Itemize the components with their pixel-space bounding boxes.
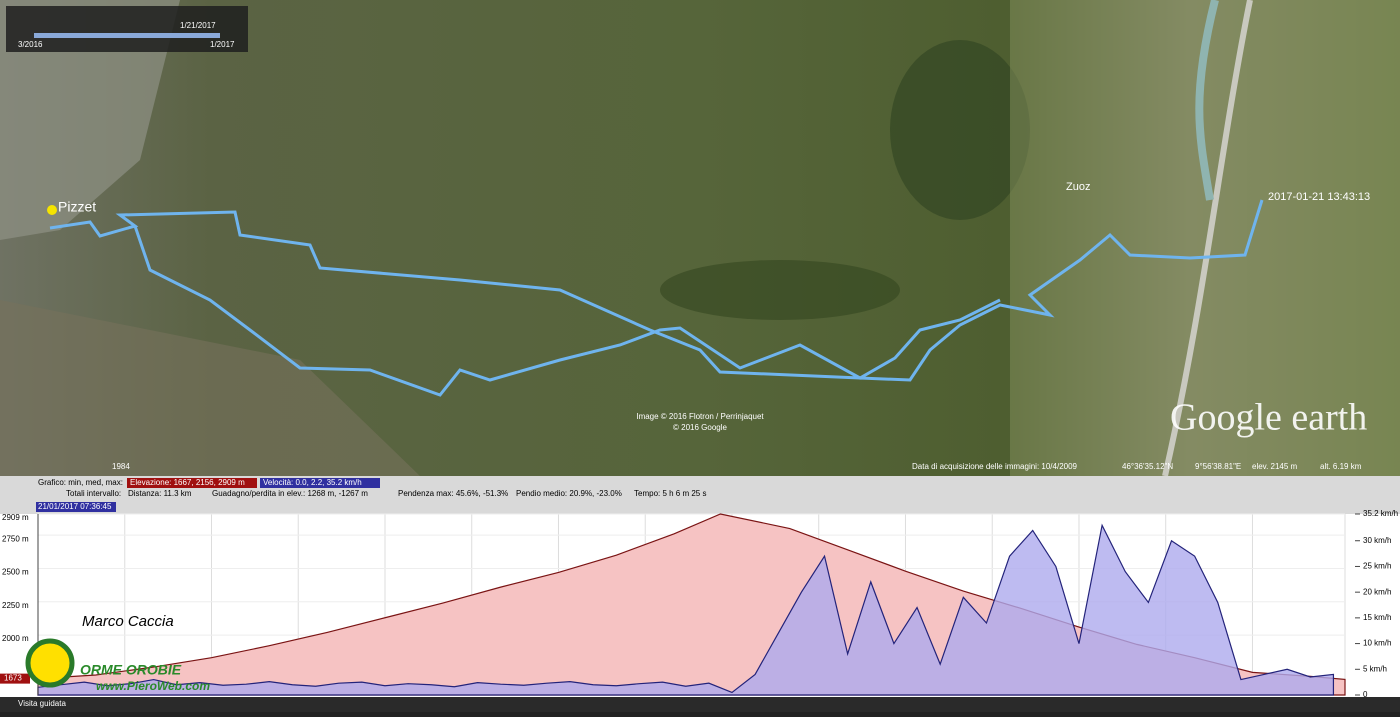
speed-badge xyxy=(260,478,380,488)
gain-loss: Guadagno/perdita in elev.: 1268 m, -1267… xyxy=(212,489,368,498)
slider-start: 3/2016 xyxy=(18,40,43,49)
totals-label: Totali intervallo: xyxy=(66,489,121,498)
slider-track[interactable] xyxy=(34,33,220,38)
elevation-badge xyxy=(127,478,257,488)
river xyxy=(1195,0,1219,201)
historical-year: 1984 xyxy=(112,462,130,471)
footer xyxy=(0,697,1400,712)
y2-tick-label: 15 km/h xyxy=(1363,613,1391,622)
y2-tick-label: 10 km/h xyxy=(1363,639,1391,648)
latitude: 46°36'35.12"N xyxy=(1122,462,1173,471)
rock-area xyxy=(0,0,180,240)
y2-tick-label: 30 km/h xyxy=(1363,536,1391,545)
slope-avg: Pendio medio: 20.9%, -23.0% xyxy=(516,489,622,498)
distance: Distanza: 11.3 km xyxy=(128,489,192,498)
tour-button[interactable]: Visita guidata xyxy=(18,699,66,708)
brand: ORME OROBIE xyxy=(80,662,182,678)
time-slider[interactable]: 1/21/2017 3/2016 1/2017 xyxy=(6,6,248,52)
longitude: 9°56'38.81"E xyxy=(1195,462,1241,471)
author: Marco Caccia xyxy=(82,613,174,630)
y2-tick-label: 25 km/h xyxy=(1363,562,1391,571)
forest xyxy=(660,260,900,320)
y2-tick-label: 5 km/h xyxy=(1363,664,1387,673)
y-tick-label: 2250 m xyxy=(2,601,29,610)
y-tick-label: 2000 m xyxy=(2,634,29,643)
profile-series xyxy=(37,523,1335,696)
road xyxy=(1162,0,1253,477)
slope-max: Pendenza max: 45.6%, -51.3% xyxy=(398,489,508,498)
town-label: Zuoz xyxy=(1066,181,1090,193)
eye-altitude: alt. 6.19 km xyxy=(1320,462,1362,471)
google-earth-logo: Google earth xyxy=(1170,397,1367,439)
y2-tick-label: 20 km/h xyxy=(1363,587,1391,596)
image-credit: Image © 2016 Flotron / Perrinjaquet xyxy=(636,412,764,421)
rock-area xyxy=(0,300,420,476)
y-tick-label: 2909 m xyxy=(2,513,29,522)
timestamp: 21/01/2017 07:36:45 xyxy=(38,502,112,511)
slider-date: 1/21/2017 xyxy=(180,21,216,30)
valley xyxy=(1010,0,1400,476)
y-tick-label: 2750 m xyxy=(2,534,29,543)
elevation: elev. 2145 m xyxy=(1252,462,1298,471)
site: www.PieroWeb.com xyxy=(96,679,210,693)
speed-summary: Velocità: 0.0, 2.2, 35.2 km/h xyxy=(263,478,362,487)
forest xyxy=(890,40,1030,220)
cursor-label: 1673 xyxy=(4,674,22,683)
track-time: 2017-01-21 13:43:13 xyxy=(1268,191,1370,203)
y-tick-label: 2500 m xyxy=(2,568,29,577)
google-credit: © 2016 Google xyxy=(673,423,727,432)
chart-label: Grafico: min, med, max: xyxy=(38,478,123,487)
map[interactable] xyxy=(0,0,1400,477)
elevation-summary: Elevazione: 1667, 2156, 2909 m xyxy=(130,478,245,487)
slider-panel xyxy=(6,6,248,52)
total-time: Tempo: 5 h 6 m 25 s xyxy=(634,489,706,498)
y2-tick-label: 35.2 km/h xyxy=(1363,509,1398,518)
logo-mark xyxy=(25,638,75,688)
placemark-pin[interactable] xyxy=(47,205,57,215)
cursor-badge xyxy=(0,673,30,684)
gps-track xyxy=(49,199,1264,397)
timestamp-badge xyxy=(36,502,116,512)
y2-tick-label: 0 xyxy=(1363,690,1368,699)
place-label: Pizzet xyxy=(58,199,96,215)
slider-end: 1/2017 xyxy=(210,40,235,49)
acquisition-date: Data di acquisizione delle immagini: 10/… xyxy=(912,462,1078,471)
